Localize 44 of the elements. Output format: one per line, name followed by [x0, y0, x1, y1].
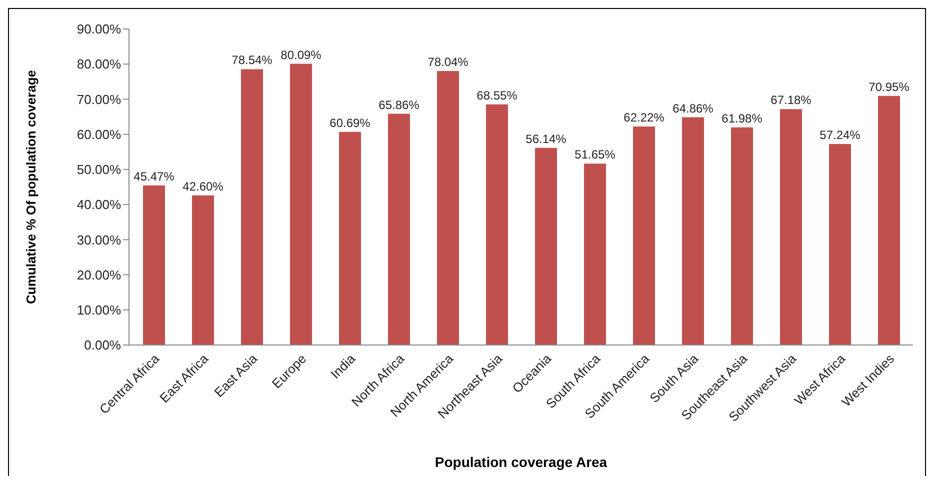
y-tick-label: 80.00%: [76, 56, 122, 72]
bar: [437, 70, 459, 345]
bar: [682, 117, 704, 345]
bar: [486, 104, 508, 345]
data-label: 70.95%: [868, 80, 910, 94]
data-label: 57.24%: [820, 128, 861, 142]
x-axis-title: Population coverage Area: [434, 454, 608, 470]
data-label: 62.22%: [624, 110, 665, 125]
bar: [241, 69, 263, 345]
data-label: 51.65%: [574, 148, 616, 162]
y-tick-label: 30.00%: [76, 232, 122, 248]
bar: [829, 144, 851, 345]
y-axis-title: Cumulative % Of population coverage: [24, 70, 39, 304]
y-tick-label: 10.00%: [76, 302, 122, 318]
data-label: 45.47%: [134, 169, 175, 184]
data-label: 42.60%: [182, 179, 224, 194]
bar: [388, 114, 410, 345]
data-label: 65.86%: [378, 98, 420, 112]
bar: [339, 132, 361, 345]
bar: [535, 148, 557, 345]
data-label: 56.14%: [526, 132, 567, 146]
bar: [584, 164, 606, 345]
y-tick-label: 70.00%: [76, 92, 122, 107]
data-label: 61.98%: [722, 111, 763, 126]
y-tick-label: 40.00%: [76, 197, 122, 212]
bar: [878, 96, 900, 345]
y-tick-label: 20.00%: [76, 267, 122, 282]
y-tick-label: 50.00%: [76, 162, 122, 178]
data-label: 68.55%: [476, 88, 518, 102]
y-tick-label: 90.00%: [76, 22, 122, 37]
data-label: 64.86%: [672, 101, 714, 116]
bar: [290, 64, 312, 345]
data-label: 67.18%: [770, 93, 812, 108]
bar: [143, 185, 165, 345]
data-label: 78.54%: [232, 53, 273, 68]
y-tick-label: 0.00%: [84, 338, 122, 353]
data-label: 80.09%: [280, 48, 322, 62]
data-label: 60.69%: [330, 116, 371, 130]
bar: [192, 195, 214, 345]
bar: [731, 127, 753, 345]
y-tick-label: 60.00%: [76, 126, 122, 142]
bar: [633, 126, 655, 345]
data-label: 78.04%: [428, 54, 469, 69]
bar: [780, 109, 802, 345]
